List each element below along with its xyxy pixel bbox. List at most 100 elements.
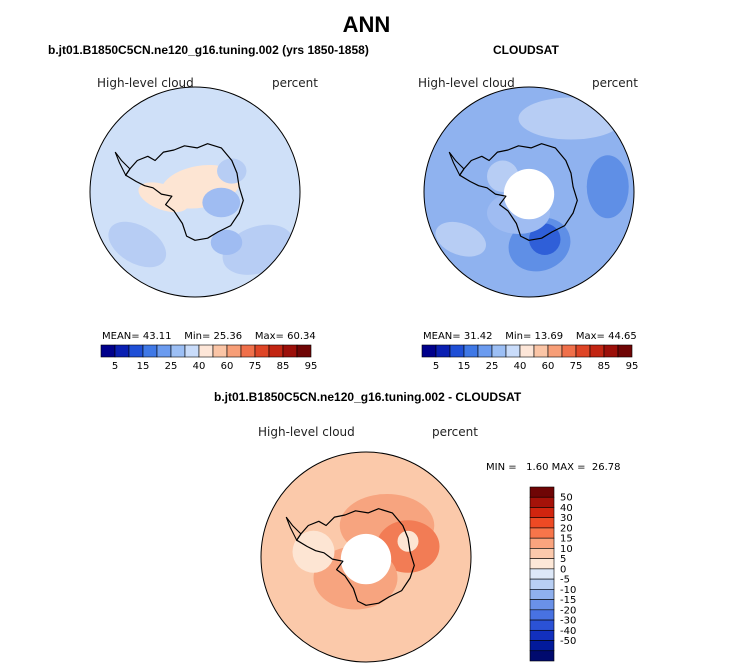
panel1-max-value: 60.34 xyxy=(287,331,316,342)
panel1-colorbar-tick-label: 40 xyxy=(193,361,206,372)
panel3-min-label: MIN = xyxy=(486,462,517,473)
panel2-colorbar-box xyxy=(617,344,633,358)
panel2-colorbar-tick-label: 25 xyxy=(486,361,499,372)
panel3-colorbar-tick-label: 30 xyxy=(560,513,573,524)
panel2-colorbar-tick-label: 85 xyxy=(598,361,611,372)
panel3-field xyxy=(261,452,471,662)
panel3-colorbar-box xyxy=(529,486,555,498)
panel3-colorbar-box xyxy=(529,589,555,600)
panel3-colorbar-tick-label: -40 xyxy=(560,626,576,637)
panel1-colorbar-tick-label: 5 xyxy=(112,361,118,372)
panel1-min-label: Min= xyxy=(184,331,211,342)
panel3-colorbar-box xyxy=(529,640,555,652)
panel3-colorbar-box xyxy=(529,650,555,662)
panel3-colorbar-tick-label: -5 xyxy=(560,575,570,586)
panel1-mean-label: MEAN= xyxy=(102,331,140,342)
panel3-colorbar-box xyxy=(529,568,555,580)
panel2-mean-label: MEAN= xyxy=(423,331,461,342)
panel2-colorbar-tick-label: 15 xyxy=(458,361,471,372)
panel1-colorbar-tick-label: 25 xyxy=(165,361,178,372)
panel3-colorbar-tick-label: -10 xyxy=(560,585,576,596)
panel2-colorbar-tick-label: 60 xyxy=(542,361,555,372)
panel3-max-label: MAX = xyxy=(551,462,586,473)
panel2-colorbar-tick-label: 95 xyxy=(626,361,639,372)
panel3-colorbar-tick-label: -50 xyxy=(560,636,576,647)
panel3-colorbar-tick-label: -15 xyxy=(560,595,576,606)
panel1-stats: MEAN= 43.11 Min= 25.36 Max= 60.34 xyxy=(102,331,316,342)
panel1-antarctica-coastline xyxy=(125,143,244,241)
panel3-colorbar-box xyxy=(529,619,555,631)
panel3-colorbar-tick-label: 15 xyxy=(560,534,573,545)
panel2-min-label: Min= xyxy=(505,331,532,342)
panel1-colorbar-tick-label: 15 xyxy=(137,361,150,372)
panel2-colorbar-tick-label: 75 xyxy=(570,361,583,372)
panel2-contour-patch xyxy=(586,155,629,219)
panel2-antarctica-coastline xyxy=(459,143,578,241)
panel2-field-label: High-level cloud xyxy=(418,76,515,90)
panel3-map-border xyxy=(260,451,472,663)
panel2-colorbar-tick-label: 40 xyxy=(514,361,527,372)
panel2-mean-value: 31.42 xyxy=(463,331,493,342)
panel1-colorbar-box xyxy=(296,344,312,358)
panel3-stats: MIN = 1.60 MAX = 26.78 xyxy=(486,462,621,473)
panel1-max-label: Max= xyxy=(254,331,284,342)
panel3-units-label: percent xyxy=(432,425,478,439)
panel3-colorbar-tick-label: 0 xyxy=(560,564,566,575)
panel1-colorbar-tick-label: 75 xyxy=(249,361,262,372)
panel3-colorbar-tick-label: 10 xyxy=(560,544,573,555)
panel3-colorbar-tick-label: 20 xyxy=(560,523,573,534)
panel3-colorbar-tick-label: 5 xyxy=(560,554,566,565)
panel1-contour-patch xyxy=(138,182,189,213)
panel2-case-title: CLOUDSAT xyxy=(493,43,559,57)
panel1-contour-patch xyxy=(202,187,241,218)
panel3-colorbar-box xyxy=(529,599,555,611)
panel1-field xyxy=(90,87,300,297)
panel3-colorbar-box xyxy=(529,537,555,549)
panel1-peninsula-coastline xyxy=(114,151,131,177)
panel3-colorbar-tick-label: -30 xyxy=(560,616,576,627)
panel3-antarctica-coastline xyxy=(296,508,415,606)
panel1-case-title: b.jt01.B1850C5CN.ne120_g16.tuning.002 (y… xyxy=(48,43,369,57)
panel2-min-value: 13.69 xyxy=(534,331,564,342)
panel3-colorbar-box xyxy=(529,527,555,539)
panel1-mean-value: 43.11 xyxy=(142,331,172,342)
panel1-contour-patch xyxy=(210,229,243,255)
panel3-colorbar-box xyxy=(529,496,555,508)
panel2-map-border xyxy=(423,86,635,298)
panel3-colorbar-tick-label: -20 xyxy=(560,605,576,616)
panel3-min-value: 1.60 xyxy=(526,462,549,473)
panel1-min-value: 25.36 xyxy=(213,331,243,342)
panel1-units-label: percent xyxy=(272,76,318,90)
panel1-colorbar-tick-label: 60 xyxy=(221,361,234,372)
panel3-colorbar-tick-label: 50 xyxy=(560,493,573,504)
panel1-colorbar-tick-label: 95 xyxy=(305,361,318,372)
panel2-missing-data-hole xyxy=(503,168,555,220)
panel1-contour-patch xyxy=(217,158,247,184)
figure-title: ANN xyxy=(342,12,391,37)
panel3-max-value: 26.78 xyxy=(591,462,621,473)
panel3-colorbar-box xyxy=(529,517,555,529)
panel3-colorbar-box xyxy=(529,507,555,519)
panel1-map-border xyxy=(89,86,301,298)
panel3-colorbar-box xyxy=(529,548,555,559)
panel3-colorbar-box xyxy=(529,609,555,621)
panel2-max-label: Max= xyxy=(575,331,605,342)
panel3-missing-data-hole xyxy=(340,533,392,585)
panel3-field-label: High-level cloud xyxy=(258,425,355,439)
panel3-peninsula-coastline xyxy=(285,516,302,542)
panel2-colorbar-tick-label: 5 xyxy=(433,361,439,372)
panel3-contour-patch xyxy=(292,530,335,573)
panel2-max-value: 44.65 xyxy=(608,331,637,342)
panel3-colorbar-box xyxy=(529,629,555,641)
panel3-colorbar-box xyxy=(529,558,555,570)
panel1-contour-patch xyxy=(108,221,167,268)
panel2-units-label: percent xyxy=(592,76,638,90)
panel3-colorbar-tick-label: 40 xyxy=(560,503,573,514)
panel1-field-label: High-level cloud xyxy=(97,76,194,90)
panel2-contour-patch xyxy=(435,221,486,257)
